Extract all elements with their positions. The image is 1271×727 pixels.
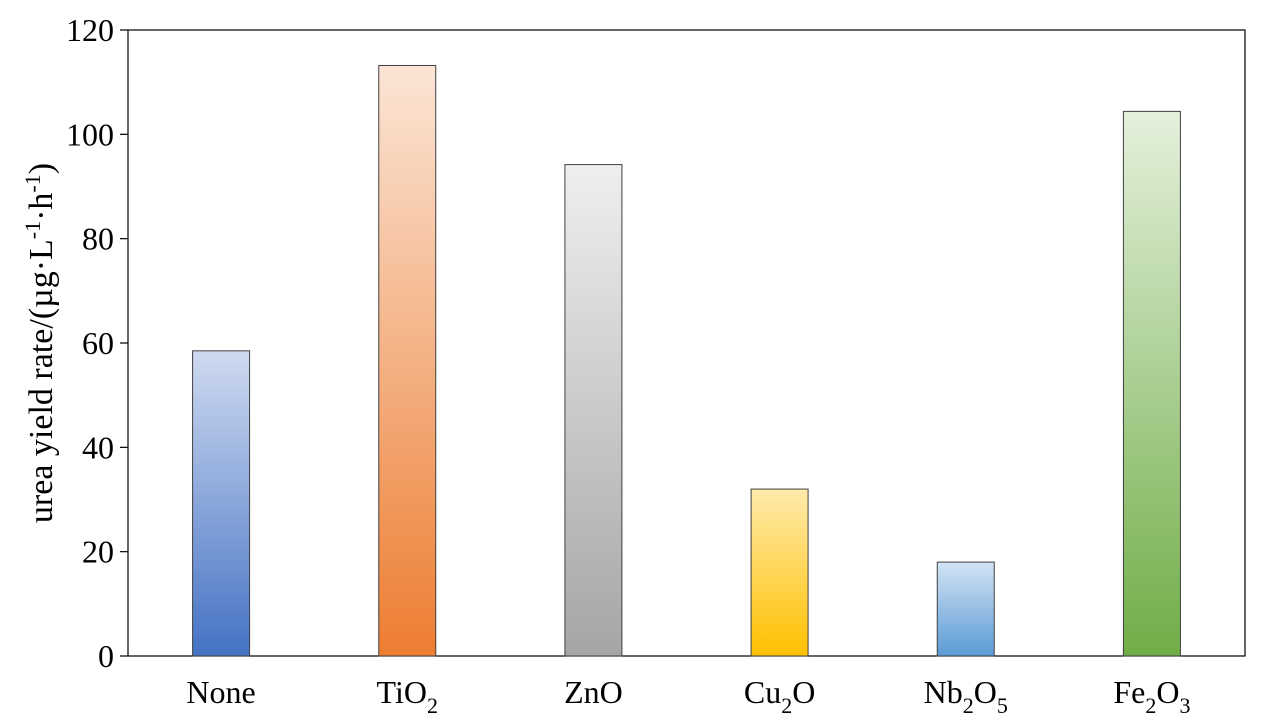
x-tick-label-part: O: [1156, 674, 1179, 710]
y-tick-label: 40: [82, 429, 114, 465]
x-tick-label-subscript: 3: [1179, 693, 1190, 718]
x-tick-label-part: None: [186, 674, 255, 710]
x-tick-label-part: TiO: [377, 674, 427, 710]
x-tick-label-part: Fe: [1113, 674, 1145, 710]
y-tick-label: 120: [66, 12, 114, 48]
x-axis: None TiO2 ZnO Cu2O Nb2O5 Fe2O3: [186, 674, 1190, 718]
bar: [750, 488, 809, 657]
x-tick-label-part: ZnO: [564, 674, 623, 710]
x-tick-label-subscript: 2: [1145, 693, 1156, 718]
x-tick-label-subscript: 5: [997, 693, 1008, 718]
y-axis: 0 20 40 60 80 100 120: [66, 12, 128, 674]
y-axis-label: urea yield rate/(µg·L-1·h-1): [20, 163, 60, 523]
bar: [192, 350, 251, 657]
y-tick-label: 80: [82, 221, 114, 257]
x-tick-label-subscript: 2: [781, 693, 792, 718]
bar: [936, 561, 995, 657]
bar: [378, 64, 437, 657]
x-tick-label: Cu2O: [744, 674, 815, 718]
bars-group: [192, 64, 1181, 657]
y-axis-label-sup-2: -1: [20, 174, 45, 192]
y-tick-label: 60: [82, 325, 114, 361]
x-tick-label-subscript: 2: [963, 693, 974, 718]
y-axis-label-end: ): [23, 163, 60, 174]
y-axis-label-main: urea yield rate/(µg·L: [23, 239, 60, 523]
y-tick-label: 0: [98, 638, 114, 674]
x-tick-label-part: O: [974, 674, 997, 710]
x-tick-label: Nb2O5: [924, 674, 1008, 718]
y-axis-label-sup-1: -1: [20, 221, 45, 239]
x-tick-label-subscript: 2: [427, 693, 438, 718]
x-tick-label-part: O: [792, 674, 815, 710]
x-tick-label: Fe2O3: [1113, 674, 1190, 718]
x-tick-label-part: Nb: [924, 674, 963, 710]
y-tick-label: 100: [66, 116, 114, 152]
y-tick-label: 20: [82, 534, 114, 570]
x-tick-label: ZnO: [564, 674, 623, 710]
x-tick-label: None: [186, 674, 255, 710]
bar: [564, 164, 623, 657]
bar: [1122, 110, 1181, 657]
plot-frame: [127, 29, 1246, 657]
y-axis-label-mid: ·h: [23, 193, 60, 221]
x-tick-label-part: Cu: [744, 674, 781, 710]
x-tick-label: TiO2: [377, 674, 438, 718]
